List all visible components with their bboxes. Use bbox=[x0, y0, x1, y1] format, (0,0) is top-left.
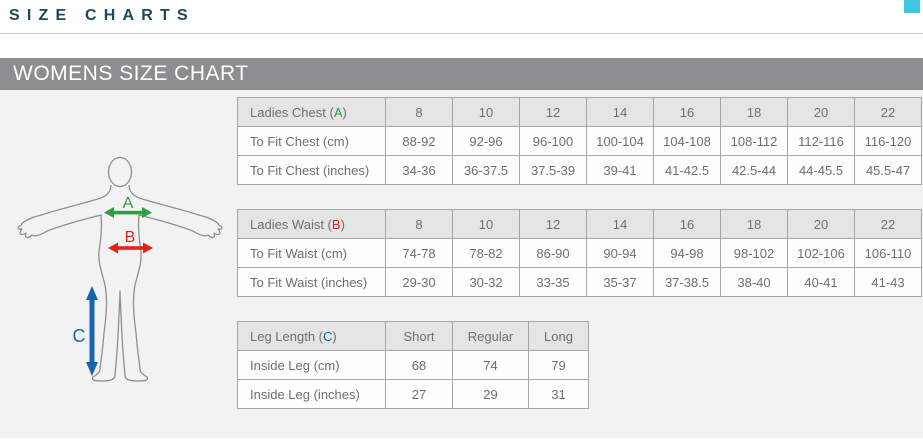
value-cell: 86-90 bbox=[519, 238, 587, 268]
value-cell: 29-30 bbox=[385, 267, 453, 297]
value-cell: 36-37.5 bbox=[452, 155, 520, 185]
column-header-cell: Short bbox=[385, 321, 453, 351]
value-cell: 108-112 bbox=[720, 126, 788, 156]
table-title-cell: Leg Length (C) bbox=[237, 321, 386, 351]
value-cell: 68 bbox=[385, 350, 453, 380]
table-header-row: Ladies Waist (B) 8 10 12 14 16 18 20 22 bbox=[237, 209, 922, 239]
chest-marker-label: A bbox=[123, 195, 134, 212]
size-table-waist: Ladies Waist (B) 8 10 12 14 16 18 20 22 To Fit Wa… bbox=[237, 209, 922, 297]
waist-arrow bbox=[108, 242, 153, 254]
value-cell: 106-110 bbox=[854, 238, 922, 268]
row-label-cell: To Fit Waist (inches) bbox=[237, 267, 386, 297]
marker-letter: B bbox=[331, 216, 341, 232]
value-cell: 37.5-39 bbox=[519, 155, 587, 185]
table-title-cell: Ladies Waist (B) bbox=[237, 209, 386, 239]
value-cell: 40-41 bbox=[787, 267, 855, 297]
value-cell: 35-37 bbox=[586, 267, 654, 297]
marker-letter: C bbox=[323, 328, 333, 344]
table-header-row: Leg Length (C) Short Regular Long bbox=[237, 321, 589, 351]
column-header-cell: 18 bbox=[720, 97, 788, 127]
table-title-cell: Ladies Chest (A) bbox=[237, 97, 386, 127]
value-cell: 39-41 bbox=[586, 155, 654, 185]
value-cell: 102-106 bbox=[787, 238, 855, 268]
table-row: To Fit Chest (inches) 34-36 36-37.5 37.5-39… bbox=[237, 155, 922, 185]
value-cell: 88-92 bbox=[385, 126, 453, 156]
value-cell: 98-102 bbox=[720, 238, 788, 268]
leg-marker-label: C bbox=[73, 326, 86, 346]
column-header-cell: 16 bbox=[653, 209, 721, 239]
value-cell: 30-32 bbox=[452, 267, 520, 297]
row-label-cell: Inside Leg (cm) bbox=[237, 350, 386, 380]
value-cell: 100-104 bbox=[586, 126, 654, 156]
value-cell: 44-45.5 bbox=[787, 155, 855, 185]
section-header-bar: WOMENS SIZE CHART bbox=[0, 58, 923, 90]
column-header-cell: 8 bbox=[385, 97, 453, 127]
column-header-cell: 8 bbox=[385, 209, 453, 239]
leg-length-arrow bbox=[86, 286, 98, 376]
row-label-cell: Inside Leg (inches) bbox=[237, 379, 386, 409]
column-header-cell: 18 bbox=[720, 209, 788, 239]
size-chart-content: A B C Ladies Chest (A) 8 10 12 14 16 18 20 22 To … bbox=[0, 90, 923, 438]
column-header-cell: Regular bbox=[452, 321, 529, 351]
size-table-chest: Ladies Chest (A) 8 10 12 14 16 18 20 22 To Fit Ch… bbox=[237, 97, 922, 185]
value-cell: 45.5-47 bbox=[854, 155, 922, 185]
leg-length-table-container: Leg Length (C) Short Regular Long Inside Leg… bbox=[237, 321, 589, 409]
value-cell: 90-94 bbox=[586, 238, 654, 268]
body-measurement-diagram: A B C bbox=[17, 156, 223, 382]
value-cell: 79 bbox=[528, 350, 589, 380]
table-row: To Fit Waist (cm) 74-78 78-82 86-90 90-94 94-… bbox=[237, 238, 922, 268]
column-header-cell: 22 bbox=[854, 209, 922, 239]
value-cell: 92-96 bbox=[452, 126, 520, 156]
value-cell: 34-36 bbox=[385, 155, 453, 185]
chest-arrow bbox=[104, 207, 152, 218]
column-header-cell: 12 bbox=[519, 97, 587, 127]
row-label-cell: To Fit Chest (inches) bbox=[237, 155, 386, 185]
row-label-cell: To Fit Chest (cm) bbox=[237, 126, 386, 156]
column-header-cell: 10 bbox=[452, 209, 520, 239]
waist-marker-label: B bbox=[125, 229, 136, 246]
value-cell: 31 bbox=[528, 379, 589, 409]
column-header-cell: 20 bbox=[787, 97, 855, 127]
value-cell: 29 bbox=[452, 379, 529, 409]
table-row: To Fit Waist (inches) 29-30 30-32 33-35 35-3… bbox=[237, 267, 922, 297]
chest-table-container: Ladies Chest (A) 8 10 12 14 16 18 20 22 To Fit Ch… bbox=[237, 97, 922, 185]
value-cell: 74-78 bbox=[385, 238, 453, 268]
value-cell: 27 bbox=[385, 379, 453, 409]
column-header-cell: 14 bbox=[586, 209, 654, 239]
marker-letter: A bbox=[333, 104, 343, 120]
value-cell: 42.5-44 bbox=[720, 155, 788, 185]
value-cell: 104-108 bbox=[653, 126, 721, 156]
value-cell: 41-43 bbox=[854, 267, 922, 297]
column-header-cell: 14 bbox=[586, 97, 654, 127]
table-row: Inside Leg (inches) 27 29 31 bbox=[237, 379, 589, 409]
value-cell: 74 bbox=[452, 350, 529, 380]
value-cell: 116-120 bbox=[854, 126, 922, 156]
body-outline bbox=[17, 184, 223, 382]
value-cell: 78-82 bbox=[452, 238, 520, 268]
corner-accent-square bbox=[904, 0, 920, 13]
column-header-cell: 20 bbox=[787, 209, 855, 239]
value-cell: 33-35 bbox=[519, 267, 587, 297]
value-cell: 37-38.5 bbox=[653, 267, 721, 297]
value-cell: 94-98 bbox=[653, 238, 721, 268]
column-header-cell: 12 bbox=[519, 209, 587, 239]
column-header-cell: 22 bbox=[854, 97, 922, 127]
waist-table-container: Ladies Waist (B) 8 10 12 14 16 18 20 22 To Fit Wa… bbox=[237, 209, 922, 297]
value-cell: 112-116 bbox=[787, 126, 855, 156]
title-divider-line bbox=[0, 33, 923, 34]
table-row: To Fit Chest (cm) 88-92 92-96 96-100 100-104… bbox=[237, 126, 922, 156]
table-row: Inside Leg (cm) 68 74 79 bbox=[237, 350, 589, 380]
table-header-row: Ladies Chest (A) 8 10 12 14 16 18 20 22 bbox=[237, 97, 922, 127]
column-header-cell: 10 bbox=[452, 97, 520, 127]
value-cell: 96-100 bbox=[519, 126, 587, 156]
column-header-cell: Long bbox=[528, 321, 589, 351]
body-head bbox=[107, 156, 133, 188]
row-label-cell: To Fit Waist (cm) bbox=[237, 238, 386, 268]
value-cell: 41-42.5 bbox=[653, 155, 721, 185]
column-header-cell: 16 bbox=[653, 97, 721, 127]
size-table-leg-length: Leg Length (C) Short Regular Long Inside Leg… bbox=[237, 321, 589, 409]
page-title: SIZE CHARTS bbox=[9, 7, 195, 24]
value-cell: 38-40 bbox=[720, 267, 788, 297]
